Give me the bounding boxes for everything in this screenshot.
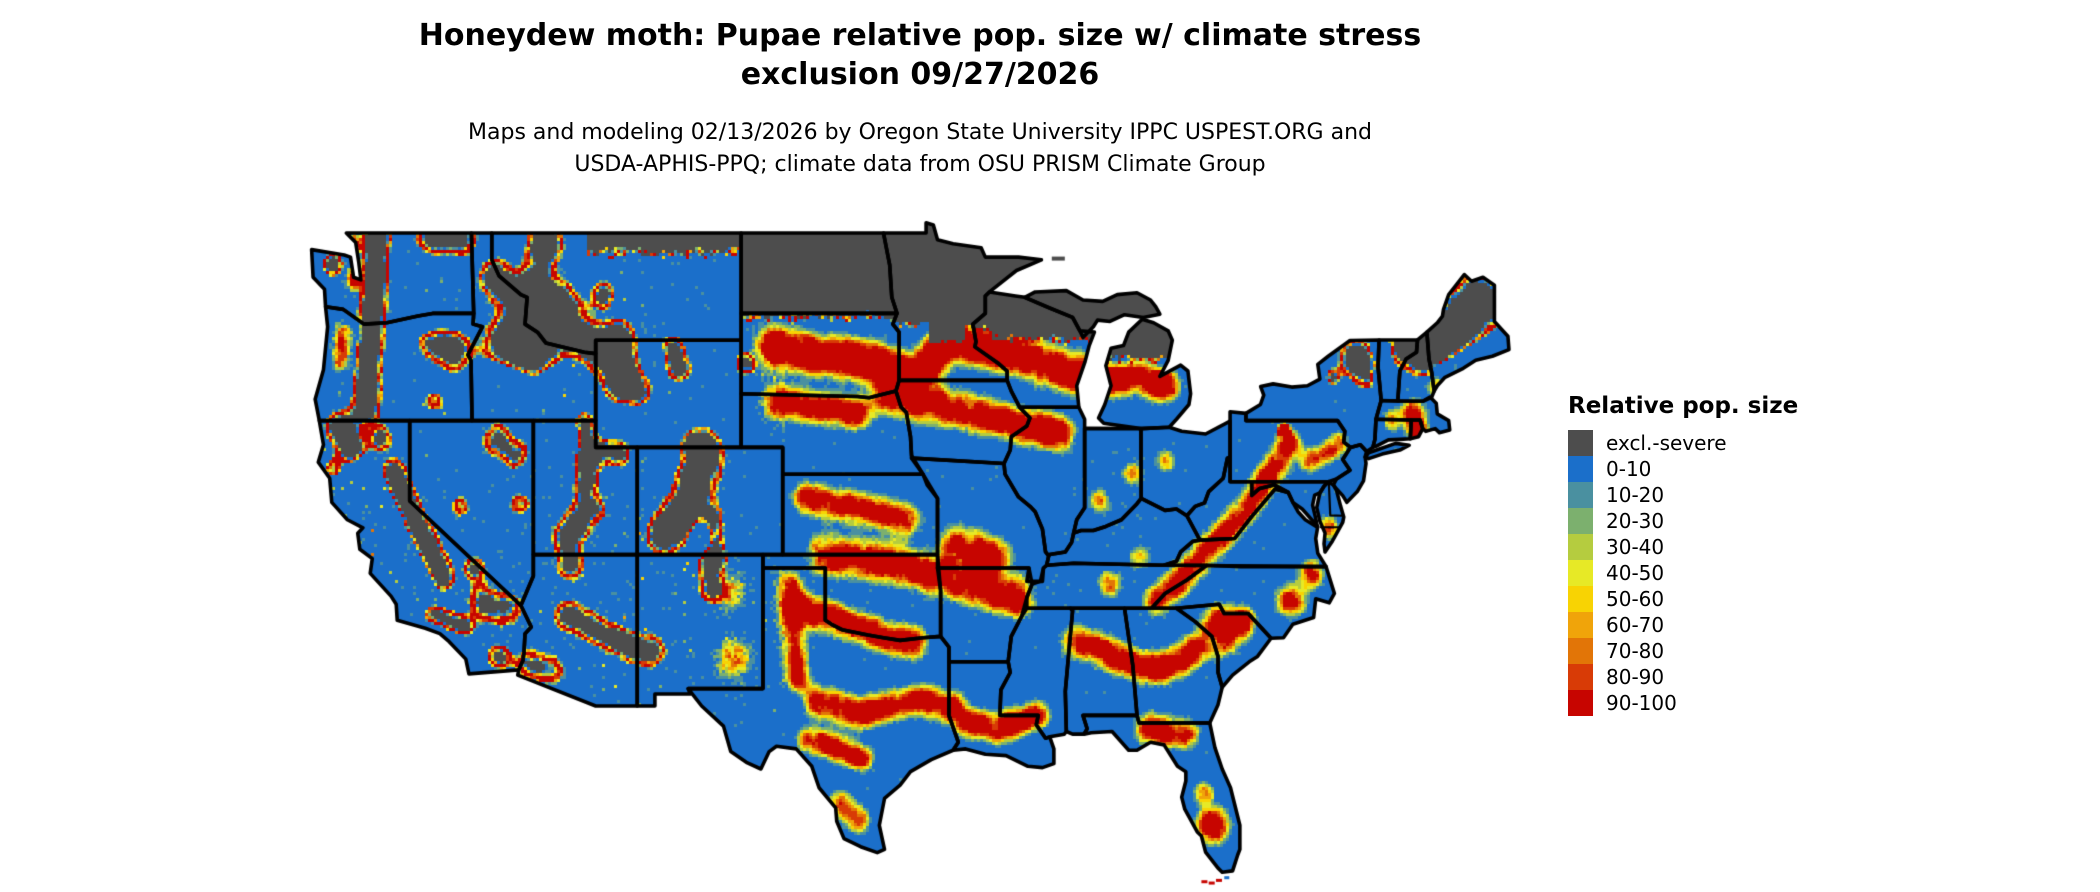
legend-item-label: 50-60	[1606, 587, 1665, 611]
legend-swatch-icon	[1568, 482, 1593, 508]
legend-item-20-30: 20-30	[1568, 508, 1798, 534]
legend-item-label: excl.-severe	[1606, 431, 1727, 455]
figure-subtitle-line1: Maps and modeling 02/13/2026 by Oregon S…	[468, 120, 1372, 145]
legend-item-label: 0-10	[1606, 457, 1652, 481]
figure-title-line2: exclusion 09/27/2026	[740, 57, 1100, 92]
legend-swatch-icon	[1568, 586, 1593, 612]
figure-title: Honeydew moth: Pupae relative pop. size …	[0, 16, 1840, 94]
legend-item-10-20: 10-20	[1568, 482, 1798, 508]
us-risk-map	[290, 196, 1550, 892]
legend-item-0-10: 0-10	[1568, 456, 1798, 482]
figure-subtitle: Maps and modeling 02/13/2026 by Oregon S…	[0, 117, 1840, 181]
legend: Relative pop. size excl.-severe 0-10 10-20…	[1568, 393, 1798, 716]
legend-swatch-icon	[1568, 664, 1593, 690]
legend-item-excl-severe: excl.-severe	[1568, 430, 1798, 456]
legend-swatch-icon	[1568, 534, 1593, 560]
legend-swatch-icon	[1568, 508, 1593, 534]
legend-swatch-icon	[1568, 456, 1593, 482]
legend-swatch-icon	[1568, 430, 1593, 456]
legend-item-label: 80-90	[1606, 665, 1665, 689]
figure-title-line1: Honeydew moth: Pupae relative pop. size …	[418, 18, 1422, 53]
legend-item-30-40: 30-40	[1568, 534, 1798, 560]
legend-item-label: 90-100	[1606, 691, 1677, 715]
legend-swatch-icon	[1568, 638, 1593, 664]
legend-swatch-icon	[1568, 560, 1593, 586]
legend-item-label: 30-40	[1606, 535, 1665, 559]
legend-item-50-60: 50-60	[1568, 586, 1798, 612]
legend-items: excl.-severe 0-10 10-20 20-30 30-40 40-50 50-6…	[1568, 430, 1798, 716]
legend-item-label: 70-80	[1606, 639, 1665, 663]
legend-item-label: 40-50	[1606, 561, 1665, 585]
legend-item-label: 60-70	[1606, 613, 1665, 637]
legend-item-label: 20-30	[1606, 509, 1665, 533]
legend-item-80-90: 80-90	[1568, 664, 1798, 690]
figure-subtitle-line2: USDA-APHIS-PPQ; climate data from OSU PR…	[574, 152, 1266, 177]
legend-item-40-50: 40-50	[1568, 560, 1798, 586]
legend-item-label: 10-20	[1606, 483, 1665, 507]
legend-title: Relative pop. size	[1568, 393, 1799, 419]
legend-swatch-icon	[1568, 612, 1593, 638]
legend-item-60-70: 60-70	[1568, 612, 1798, 638]
legend-swatch-icon	[1568, 690, 1593, 716]
legend-item-70-80: 70-80	[1568, 638, 1798, 664]
legend-item-90-100: 90-100	[1568, 690, 1798, 716]
